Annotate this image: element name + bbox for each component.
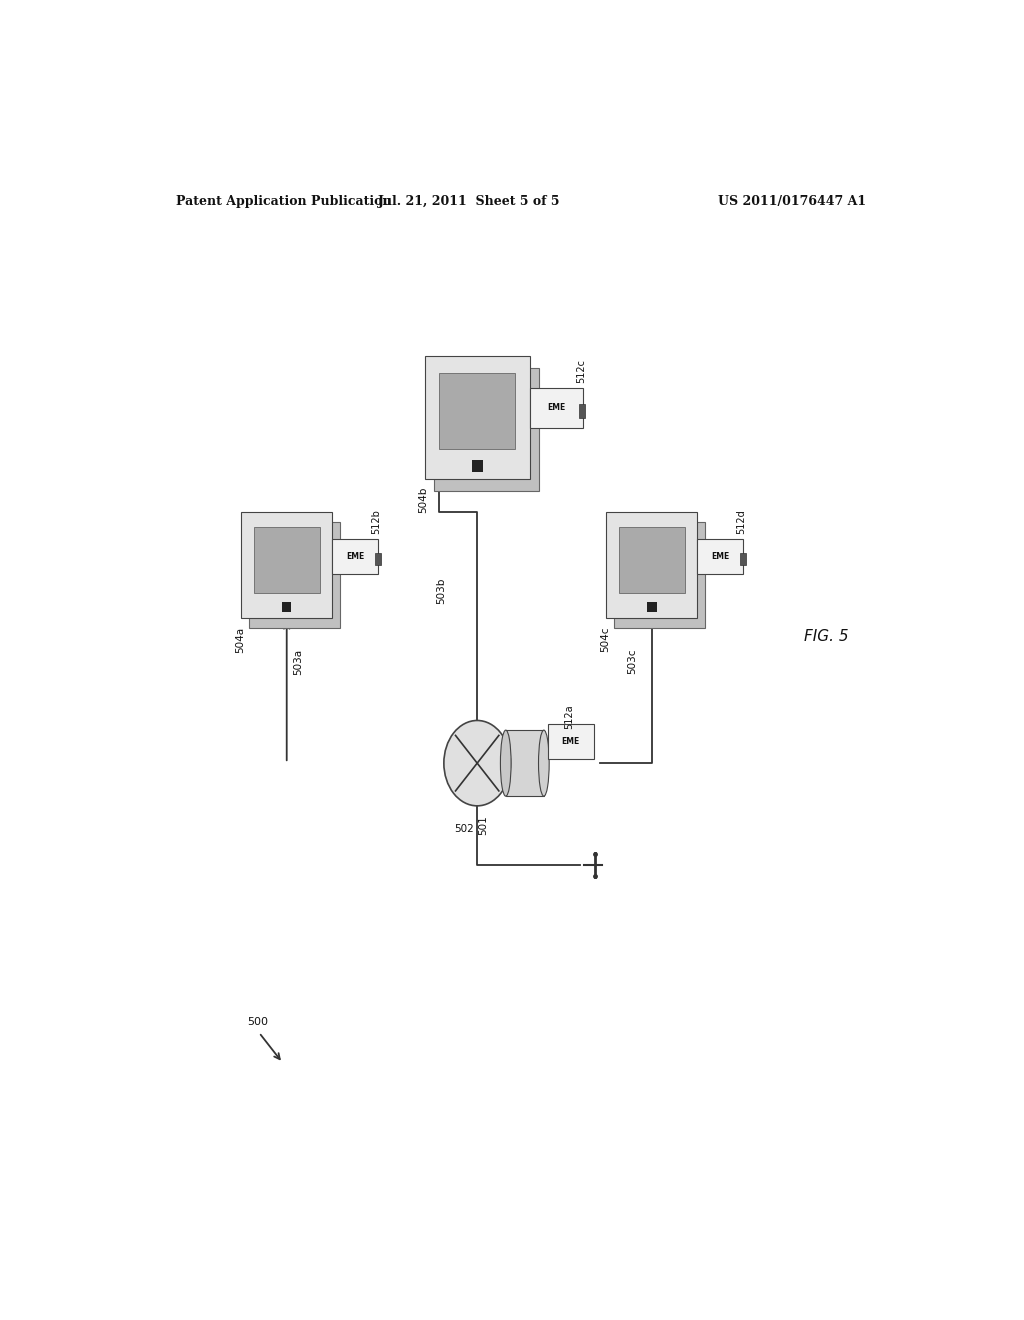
Bar (375, 553, 381, 565)
Bar (506, 730, 544, 796)
Text: 512d: 512d (736, 510, 746, 535)
Ellipse shape (501, 730, 511, 796)
Text: 512a: 512a (564, 704, 574, 729)
Text: US 2011/0176447 A1: US 2011/0176447 A1 (718, 194, 866, 207)
Bar (548, 725, 594, 759)
Text: 500: 500 (247, 1018, 268, 1027)
Bar (434, 368, 539, 491)
Bar (282, 602, 292, 612)
Text: 504c: 504c (600, 627, 610, 652)
Text: 504a: 504a (234, 627, 245, 652)
Text: 501: 501 (478, 816, 488, 836)
Bar (439, 374, 515, 450)
Bar (618, 527, 685, 593)
Bar (647, 602, 656, 612)
Bar (472, 461, 482, 473)
Text: 503b: 503b (436, 577, 446, 603)
Bar (529, 388, 583, 428)
Text: Patent Application Publication: Patent Application Publication (176, 194, 391, 207)
Text: 502: 502 (454, 824, 474, 834)
Text: Jul. 21, 2011  Sheet 5 of 5: Jul. 21, 2011 Sheet 5 of 5 (378, 194, 560, 207)
Text: EME: EME (346, 552, 365, 561)
Bar (249, 521, 340, 628)
Bar (333, 539, 379, 574)
Bar (579, 404, 586, 417)
Text: EME: EME (547, 404, 565, 412)
Circle shape (443, 721, 511, 805)
Bar (740, 553, 745, 565)
Bar (241, 512, 333, 618)
Text: FIG. 5: FIG. 5 (804, 628, 849, 644)
Bar (697, 539, 743, 574)
Bar (614, 521, 706, 628)
Bar (254, 527, 319, 593)
Text: EME: EME (712, 552, 729, 561)
Bar (425, 356, 529, 479)
Text: 503c: 503c (627, 648, 637, 675)
Ellipse shape (539, 730, 549, 796)
Text: 503a: 503a (294, 648, 304, 675)
Text: 512b: 512b (372, 510, 382, 535)
Text: EME: EME (562, 737, 580, 746)
Text: 512c: 512c (575, 359, 586, 383)
Bar (606, 512, 697, 618)
Text: 504b: 504b (419, 487, 428, 513)
